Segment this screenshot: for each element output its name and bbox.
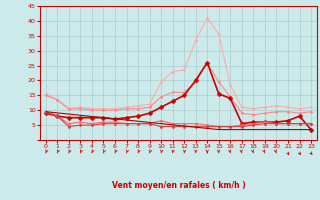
Text: Vent moyen/en rafales ( km/h ): Vent moyen/en rafales ( km/h )	[112, 182, 245, 190]
